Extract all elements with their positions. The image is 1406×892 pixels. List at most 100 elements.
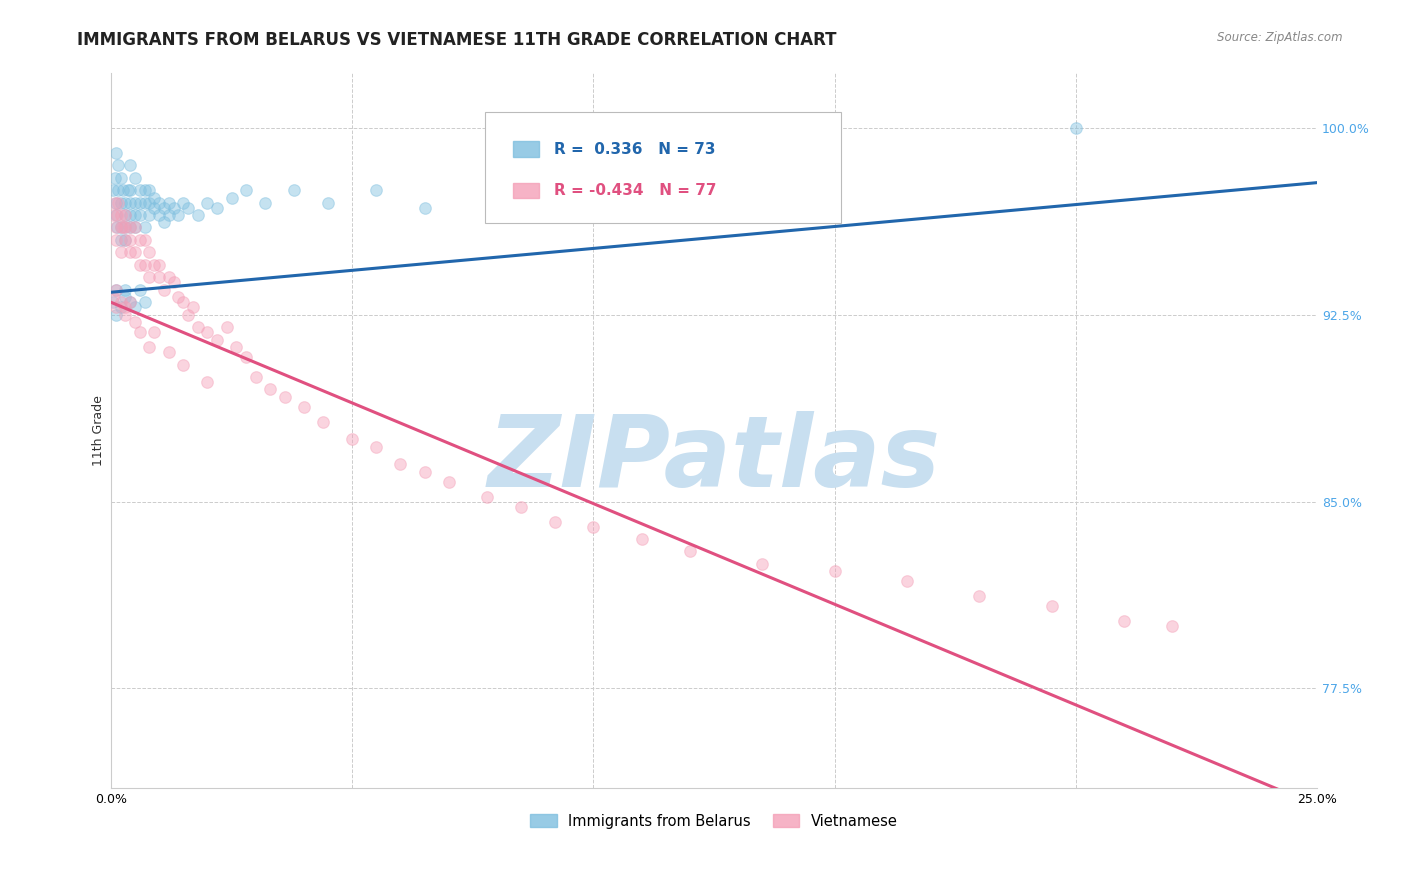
Point (225, 340, 247, 354)
Point (114, 195, 136, 210)
Point (128, 208, 150, 222)
Point (128, 183, 150, 197)
Point (134, 258, 156, 272)
Point (110, 195, 132, 210)
Point (153, 283, 176, 297)
Point (162, 201, 184, 215)
Point (120, 220, 142, 235)
Point (205, 201, 228, 215)
Point (292, 400, 315, 414)
Legend: Immigrants from Belarus, Vietnamese: Immigrants from Belarus, Vietnamese (524, 808, 904, 835)
Point (104, 283, 127, 297)
Point (157, 345, 180, 359)
Point (413, 465, 436, 479)
Point (235, 183, 257, 197)
Point (104, 283, 127, 297)
Point (197, 325, 219, 339)
Point (110, 208, 132, 222)
Point (110, 295, 132, 310)
Point (120, 295, 142, 310)
Point (134, 233, 156, 247)
Point (103, 208, 125, 222)
Point (120, 295, 142, 310)
Point (138, 208, 160, 222)
Point (143, 325, 166, 339)
Point (187, 320, 209, 334)
Point (1064, 120, 1087, 135)
FancyBboxPatch shape (513, 183, 538, 198)
Point (197, 375, 219, 389)
Point (120, 208, 142, 222)
Point (582, 519, 605, 533)
Point (197, 195, 219, 210)
Point (181, 300, 204, 314)
Point (120, 233, 142, 247)
Point (110, 170, 132, 185)
Point (104, 220, 127, 235)
Point (177, 201, 200, 215)
Point (235, 350, 257, 364)
Point (630, 532, 652, 546)
Point (679, 544, 702, 558)
Point (312, 415, 335, 429)
Point (104, 208, 127, 222)
Point (114, 308, 136, 322)
Point (110, 233, 132, 247)
Point (114, 233, 136, 247)
Point (143, 201, 166, 215)
Y-axis label: 11th Grade: 11th Grade (93, 395, 105, 466)
Point (114, 208, 136, 222)
Point (477, 490, 499, 504)
Point (114, 208, 136, 222)
Point (105, 220, 128, 235)
Point (104, 170, 127, 185)
Point (114, 300, 136, 314)
Point (157, 195, 180, 210)
Point (124, 315, 146, 329)
Point (104, 145, 127, 160)
Point (128, 258, 150, 272)
Point (117, 183, 139, 197)
Text: R = -0.434   N = 77: R = -0.434 N = 77 (554, 183, 716, 198)
Point (148, 270, 170, 285)
Point (172, 295, 194, 310)
Point (103, 295, 125, 310)
Point (114, 283, 136, 297)
Point (124, 220, 146, 235)
Point (824, 565, 846, 579)
Point (128, 195, 150, 210)
Point (110, 220, 132, 235)
Point (111, 220, 134, 235)
Point (124, 170, 146, 185)
Point (283, 183, 305, 197)
Point (148, 208, 170, 222)
Point (124, 245, 146, 260)
Point (107, 195, 129, 210)
Point (103, 290, 125, 304)
Point (143, 191, 166, 205)
Point (104, 233, 127, 247)
Point (110, 245, 132, 260)
Point (824, 183, 846, 197)
Point (128, 325, 150, 339)
Point (124, 220, 146, 235)
Text: IMMIGRANTS FROM BELARUS VS VIETNAMESE 11TH GRADE CORRELATION CHART: IMMIGRANTS FROM BELARUS VS VIETNAMESE 11… (77, 31, 837, 49)
Point (1040, 599, 1063, 614)
Point (103, 183, 125, 197)
Point (896, 574, 918, 589)
Point (167, 208, 190, 222)
Text: R =  0.336   N = 73: R = 0.336 N = 73 (554, 142, 716, 157)
Point (389, 457, 412, 471)
Point (510, 500, 533, 514)
Point (157, 270, 180, 285)
Point (437, 475, 460, 489)
Point (148, 258, 170, 272)
Point (134, 183, 156, 197)
Point (107, 183, 129, 197)
Point (128, 283, 150, 297)
Point (128, 233, 150, 247)
Point (111, 183, 134, 197)
Point (114, 233, 136, 247)
Point (138, 270, 160, 285)
Point (120, 158, 142, 172)
